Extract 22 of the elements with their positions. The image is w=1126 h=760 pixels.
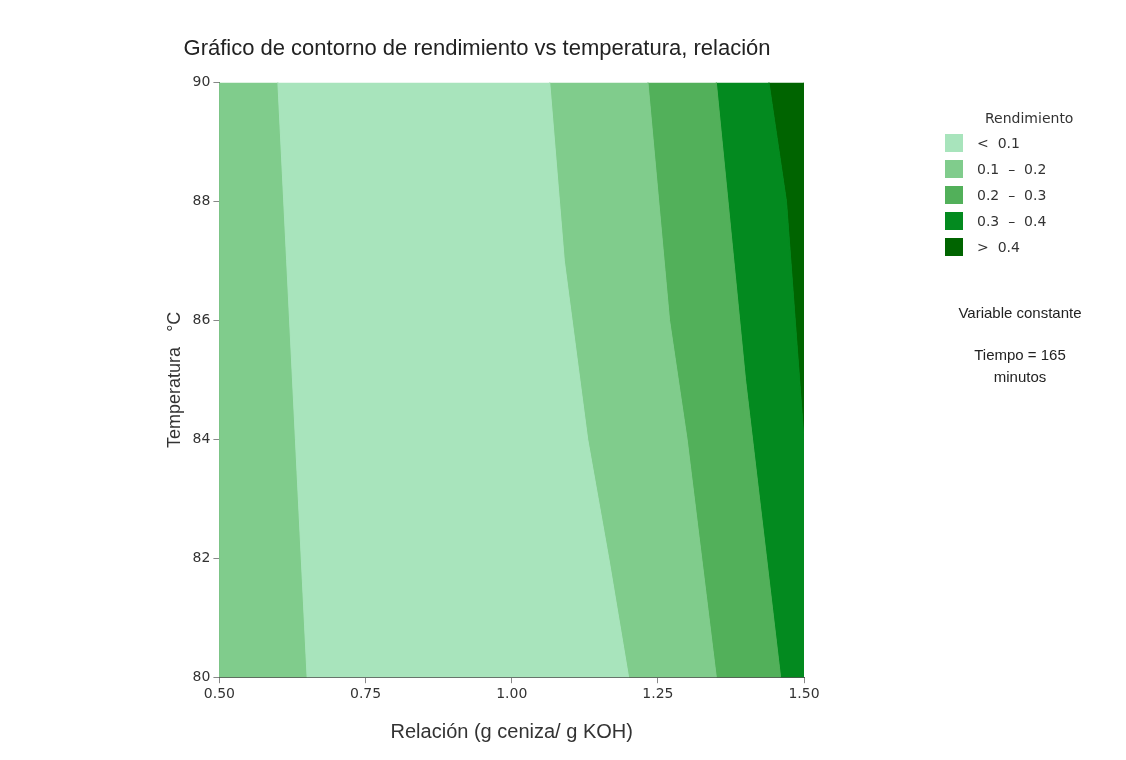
x-tick-label: 1.25: [642, 685, 674, 702]
legend-label: 0.3 – 0.4: [977, 213, 1047, 229]
legend-label: 0.2 – 0.3: [977, 187, 1047, 203]
y-tick-label: 88: [192, 192, 211, 208]
x-tick-label: 1.00: [496, 685, 528, 702]
x-axis-title: Relación (g ceniza/ g KOH): [390, 719, 633, 742]
chart-title: Gráfico de contorno de rendimiento vs temperatura, relación: [183, 35, 771, 61]
legend-title: Rendimiento: [985, 110, 1074, 126]
legend-label: < 0.1: [977, 135, 1020, 151]
y-tick-label: 80: [192, 667, 211, 684]
x-tick-label: 0.50: [203, 685, 235, 702]
legend-label: > 0.4: [977, 239, 1020, 255]
y-axis-title: Temperatura °C: [163, 311, 184, 448]
y-tick-label: 90: [192, 73, 211, 90]
x-tick-label: 0.75: [349, 685, 382, 702]
text: Tiempo = 165 minutos: [973, 345, 1067, 387]
legend-label: 0.1 – 0.2: [977, 161, 1047, 177]
y-tick-label: 82: [192, 548, 211, 565]
y-tick-label: 86: [192, 310, 211, 327]
y-tick-label: 84: [192, 429, 211, 446]
text: Variable constante: [957, 303, 1083, 323]
x-tick-label: 1.50: [788, 685, 820, 702]
